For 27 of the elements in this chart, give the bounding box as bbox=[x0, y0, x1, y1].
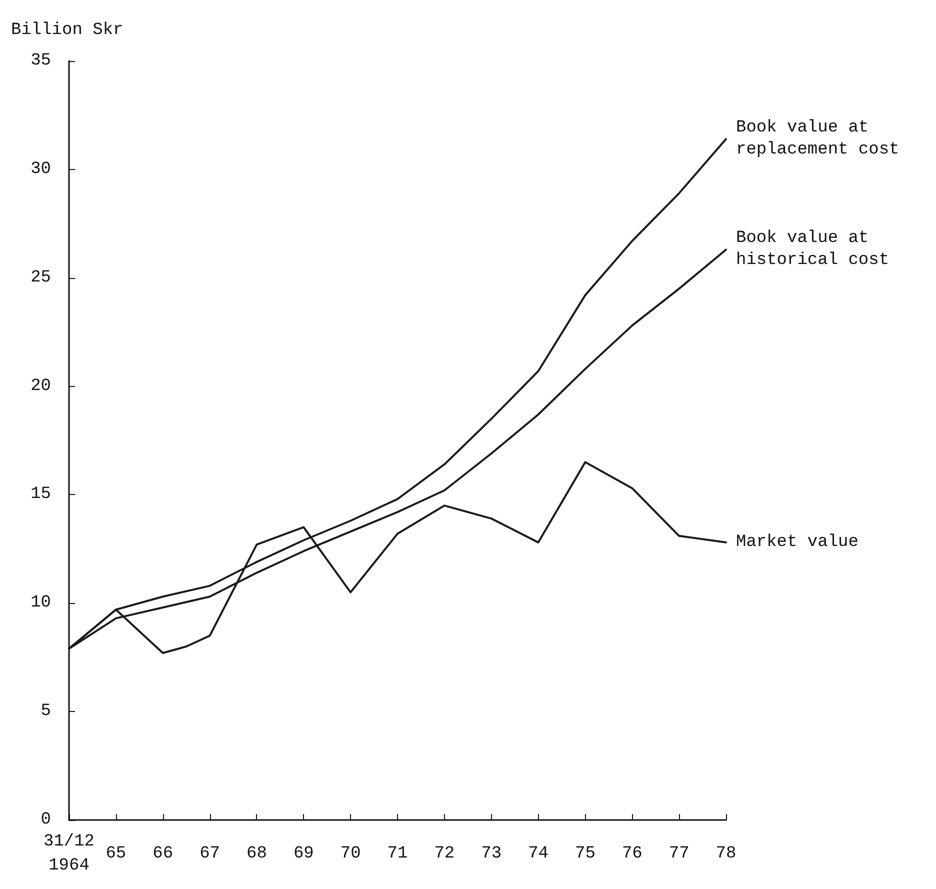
x-tick-label: 68 bbox=[246, 844, 267, 864]
y-tick-label: 35 bbox=[30, 52, 51, 70]
series-label: Book value at replacement cost bbox=[736, 118, 900, 160]
y-tick-label: 10 bbox=[30, 594, 51, 613]
x-tick-label: 72 bbox=[434, 844, 455, 864]
x-tick-label: 73 bbox=[481, 844, 502, 864]
x-tick-label: 71 bbox=[387, 844, 408, 864]
series-label: Market value bbox=[736, 532, 858, 552]
y-axis-title: Billion Skr bbox=[11, 21, 124, 40]
x-tick-label: 74 bbox=[528, 844, 548, 864]
x-tick-label: 75 bbox=[575, 844, 596, 864]
x-tick-label: 65 bbox=[106, 844, 126, 864]
x-tick-label: 77 bbox=[668, 844, 690, 864]
x-tick-label: 70 bbox=[340, 844, 361, 864]
x-tick-label: 76 bbox=[622, 844, 642, 864]
x-tick-label: 69 bbox=[293, 844, 314, 864]
x-tick-label: 78 bbox=[716, 844, 736, 864]
y-tick-label: 15 bbox=[30, 485, 51, 504]
y-tick-label: 25 bbox=[30, 268, 51, 288]
y-tick-label: 0 bbox=[40, 810, 51, 830]
x-tick-label: 66 bbox=[152, 844, 174, 864]
x-tick-label: 67 bbox=[200, 844, 220, 864]
series-label: Book value at historical cost bbox=[736, 229, 890, 270]
y-tick-label: 30 bbox=[30, 160, 51, 179]
y-tick-label: 20 bbox=[30, 376, 51, 396]
y-tick-label: 5 bbox=[40, 702, 51, 722]
x-tick-label: 31/12 1964 bbox=[43, 832, 95, 876]
